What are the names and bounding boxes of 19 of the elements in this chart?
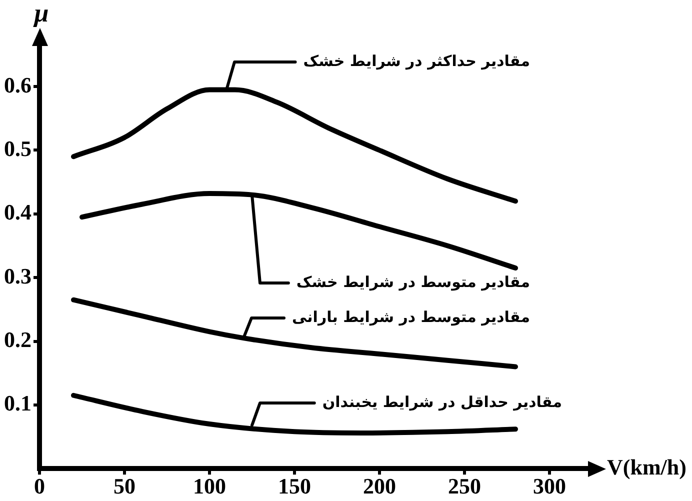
y-tick-label: 0.3 [4,263,32,288]
annotation: مقادیر حداقل در شرایط یخبندان [322,392,562,411]
x-tick-label: 0 [34,473,45,498]
y-tick-label: 0.1 [4,390,32,416]
y-tick-label: 0.2 [4,326,32,352]
annotation: مقادیر متوسط در شرایط بارانی [292,308,530,326]
y-axis-title: μ [32,0,49,28]
x-tick-label: 150 [278,473,311,498]
x-tick-label: 100 [193,473,226,498]
y-tick-label: 0.4 [4,200,32,225]
annotation: مقادیر حداکثر در شرایط خشک [303,52,530,70]
x-axis-title: V(km/h) [607,454,686,480]
annotation: مقادیر متوسط در شرایط خشک [296,272,530,291]
x-tick-label: 300 [533,473,566,498]
x-tick-label: 200 [363,473,396,498]
x-tick-label: 50 [114,473,136,498]
x-tick-label: 250 [448,473,481,498]
y-tick-label: 0.5 [4,136,32,161]
y-tick-label: 0.6 [4,72,32,98]
